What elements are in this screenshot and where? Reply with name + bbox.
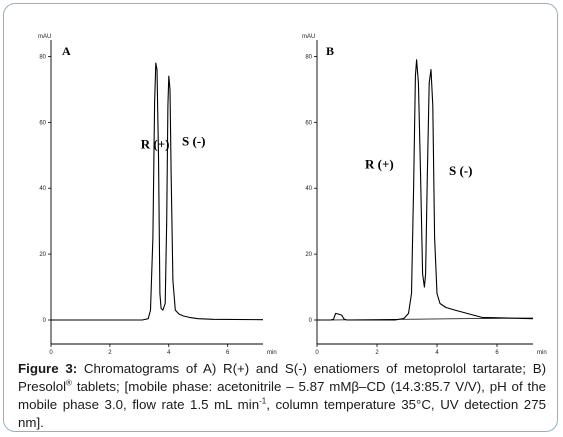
figure-frame <box>3 3 558 432</box>
caption-text-2: tablets; [mobile phase: acetonitrile – 5… <box>18 379 546 412</box>
peak-label-r: R (+) <box>365 156 394 171</box>
peak-label-s: S (-) <box>182 133 205 148</box>
y-tick-label: 0 <box>309 318 313 324</box>
x-tick-label: 2 <box>108 350 112 356</box>
x-tick-label: 4 <box>435 350 439 356</box>
caption-figure-label: Figure 3: <box>18 361 78 376</box>
caption-superscript: -1 <box>259 396 267 406</box>
chromatogram-trace <box>317 59 534 321</box>
caption-text-1: Chromatograms of A) R(+) and S(-) enatio… <box>18 361 546 394</box>
caption-text-3: , column temperature 35°C, UV detection … <box>18 397 546 430</box>
y-tick-label: 60 <box>39 120 46 126</box>
panel-label-a: A <box>62 44 71 58</box>
x-tick-label: 6 <box>226 350 230 356</box>
x-axis-unit-label: min <box>267 350 277 356</box>
baseline-trace <box>330 317 534 321</box>
x-tick-label: 0 <box>49 350 53 356</box>
y-axis-unit-label: mAU <box>302 34 315 40</box>
caption-registered-mark: ® <box>66 378 72 388</box>
chromatogram-panel-b: 0 20 40 60 80 0 2 4 6 mAU min B R (+) S (-) <box>302 34 547 356</box>
x-tick-label: 0 <box>315 350 319 356</box>
figure-caption: Figure 3: Chromatograms of A) R(+) and S… <box>18 360 546 432</box>
x-tick-label: 2 <box>375 350 379 356</box>
y-tick-label: 0 <box>43 318 47 324</box>
x-axis-unit-label: min <box>537 350 547 356</box>
y-tick-label: 20 <box>305 252 312 258</box>
chromatogram-panel-a: 0 20 40 60 80 0 2 4 6 mAU min A R (+) S (-) <box>38 34 277 356</box>
y-tick-label: 40 <box>305 186 312 192</box>
y-tick-label: 40 <box>39 186 46 192</box>
x-tick-label: 6 <box>495 350 499 356</box>
chromatogram-trace <box>51 62 264 321</box>
y-tick-label: 60 <box>305 120 312 126</box>
y-tick-label: 80 <box>39 54 46 60</box>
peak-label-r: R (+) <box>141 137 170 152</box>
y-tick-label: 20 <box>39 252 46 258</box>
y-axis-unit-label: mAU <box>38 34 51 40</box>
peak-label-s: S (-) <box>449 163 472 178</box>
panel-label-b: B <box>326 44 334 58</box>
x-tick-label: 4 <box>167 350 171 356</box>
y-tick-label: 80 <box>305 54 312 60</box>
